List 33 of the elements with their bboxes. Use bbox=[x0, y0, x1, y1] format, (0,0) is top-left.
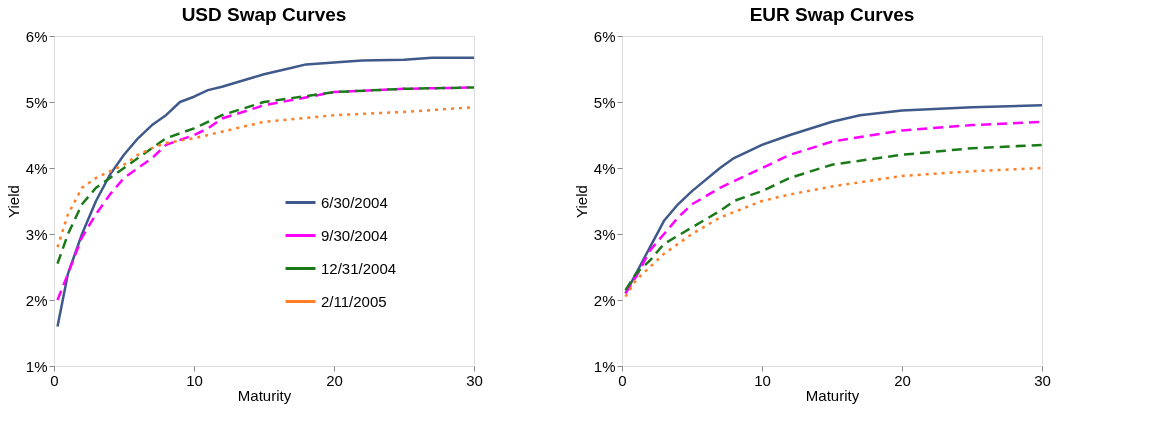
y-tick-label: 5% bbox=[25, 93, 48, 111]
x-tick-label: 0 bbox=[618, 371, 627, 389]
chart-title: USD Swap Curves bbox=[181, 4, 347, 25]
y-axis-title: Yield bbox=[572, 185, 590, 218]
y-tick-label: 6% bbox=[593, 27, 616, 45]
line-series bbox=[624, 166, 1042, 298]
chart-title: EUR Swap Curves bbox=[749, 4, 915, 25]
x-tick-label: 0 bbox=[50, 371, 59, 389]
legend-label: 12/31/2004 bbox=[321, 259, 397, 277]
y-tick-label: 6% bbox=[25, 27, 48, 45]
x-tick-label: 30 bbox=[1034, 371, 1051, 389]
x-tick-label: 10 bbox=[186, 371, 203, 389]
line-series bbox=[56, 56, 474, 328]
line-series bbox=[56, 86, 474, 265]
y-tick-label: 3% bbox=[25, 225, 48, 243]
y-tick-label: 2% bbox=[25, 291, 48, 309]
x-axis-title: Maturity bbox=[237, 386, 292, 404]
legend-label: 9/30/2004 bbox=[321, 226, 388, 244]
y-tick-label: 4% bbox=[593, 159, 616, 177]
x-tick-label: 30 bbox=[466, 371, 483, 389]
y-axis-title: Yield bbox=[4, 185, 22, 218]
legend-label: 2/11/2005 bbox=[321, 292, 387, 310]
y-tick-label: 1% bbox=[593, 357, 616, 375]
x-tick-label: 10 bbox=[754, 371, 771, 389]
x-tick-label: 20 bbox=[326, 371, 343, 389]
y-tick-label: 3% bbox=[593, 225, 616, 243]
legend-label: 6/30/2004 bbox=[321, 193, 388, 211]
y-tick-label: 2% bbox=[593, 291, 616, 309]
x-tick-label: 20 bbox=[894, 371, 911, 389]
y-tick-label: 5% bbox=[593, 93, 616, 111]
y-tick-label: 1% bbox=[25, 357, 48, 375]
x-axis-title: Maturity bbox=[805, 386, 860, 404]
y-tick-label: 4% bbox=[25, 159, 48, 177]
